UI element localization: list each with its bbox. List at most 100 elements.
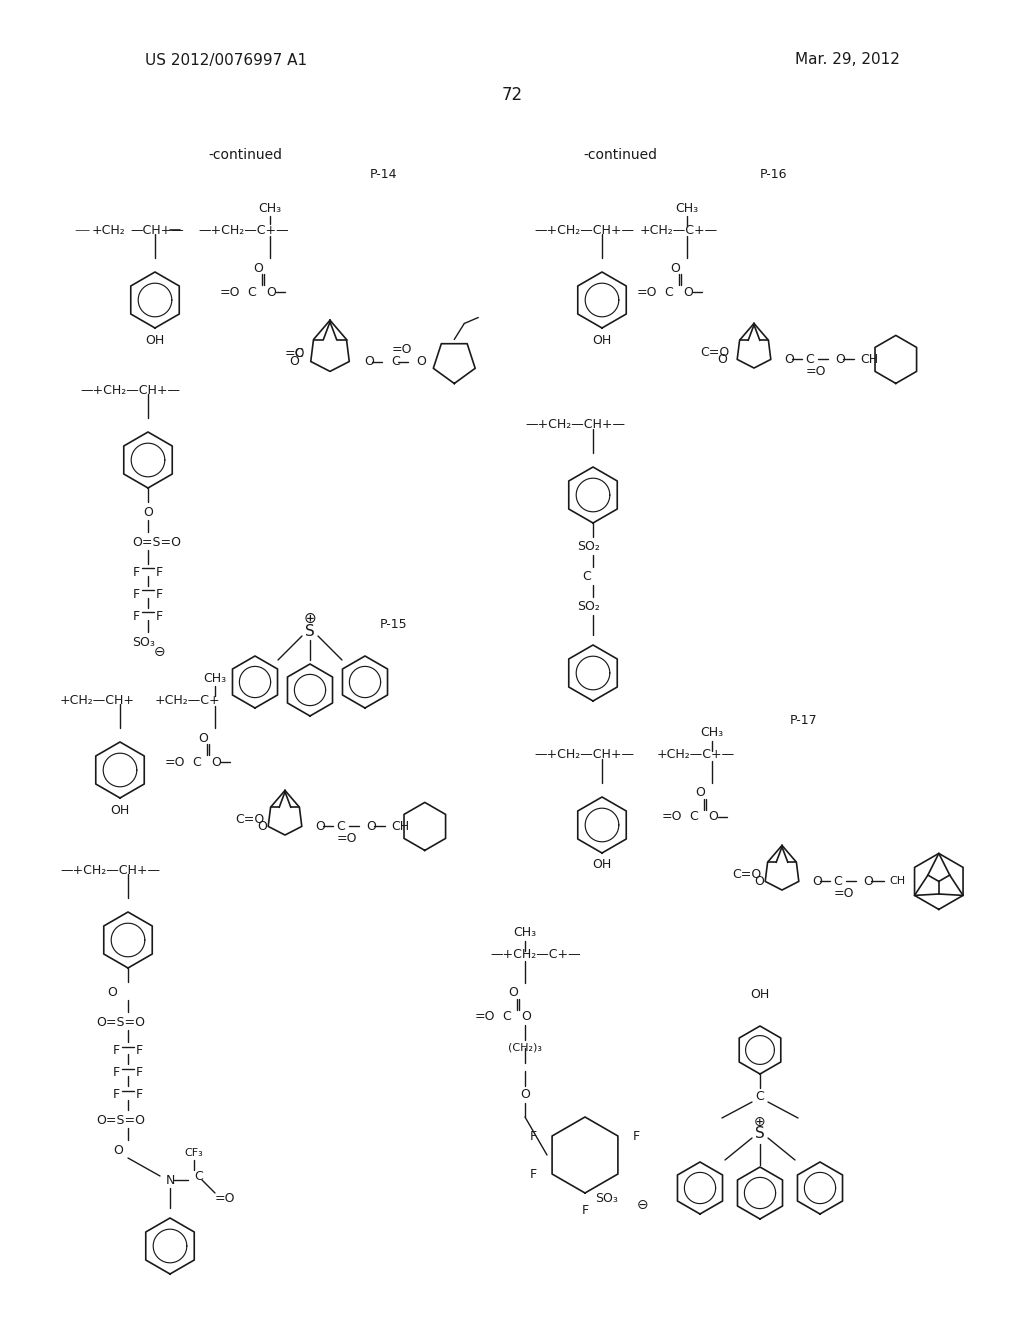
Text: =O: =O xyxy=(215,1192,236,1204)
Text: C: C xyxy=(194,1170,203,1183)
Text: F: F xyxy=(133,565,140,578)
Text: CH₃: CH₃ xyxy=(513,927,537,940)
Text: O: O xyxy=(366,820,376,833)
Text: -continued: -continued xyxy=(583,148,657,162)
Text: ⊖: ⊖ xyxy=(154,645,166,659)
Text: O=S=O: O=S=O xyxy=(96,1114,145,1126)
Text: C: C xyxy=(391,355,400,368)
Text: =O: =O xyxy=(806,364,826,378)
Text: F: F xyxy=(133,610,140,623)
Text: SO₃: SO₃ xyxy=(595,1192,617,1205)
Text: CH: CH xyxy=(860,352,878,366)
Text: —+CH₂—CH+—: —+CH₂—CH+— xyxy=(534,223,634,236)
Text: ⊕: ⊕ xyxy=(304,610,316,626)
Text: F: F xyxy=(529,1130,537,1143)
Text: +CH₂—C+—: +CH₂—C+— xyxy=(640,223,718,236)
Text: F: F xyxy=(136,1065,143,1078)
Text: C: C xyxy=(337,820,345,833)
Text: C: C xyxy=(806,352,814,366)
Text: CH₃: CH₃ xyxy=(676,202,698,214)
Text: O=S=O: O=S=O xyxy=(132,536,181,549)
Text: CH₃: CH₃ xyxy=(700,726,724,739)
Text: F: F xyxy=(136,1088,143,1101)
Text: (CH₂)₃: (CH₂)₃ xyxy=(508,1041,542,1052)
Text: CF₃: CF₃ xyxy=(184,1148,204,1158)
Text: O: O xyxy=(416,355,426,368)
Text: O: O xyxy=(695,787,705,800)
Text: C: C xyxy=(756,1089,764,1102)
Text: SO₃: SO₃ xyxy=(132,635,155,648)
Text: =O: =O xyxy=(219,285,240,298)
Text: O: O xyxy=(108,986,117,998)
Text: =O: =O xyxy=(165,755,185,768)
Text: =O: =O xyxy=(834,887,854,900)
Text: SO₂: SO₂ xyxy=(577,601,600,614)
Text: OH: OH xyxy=(592,858,611,871)
Text: S: S xyxy=(305,624,314,639)
Text: —+CH₂—C+—: —+CH₂—C+— xyxy=(198,223,289,236)
Text: O: O xyxy=(113,1143,123,1156)
Text: C: C xyxy=(834,875,842,888)
Text: —+CH₂—CH+—: —+CH₂—CH+— xyxy=(525,418,625,432)
Text: O: O xyxy=(257,820,267,833)
Text: F: F xyxy=(113,1044,120,1056)
Text: O: O xyxy=(143,506,153,519)
Text: —: — xyxy=(75,223,90,238)
Text: C: C xyxy=(665,285,674,298)
Text: 72: 72 xyxy=(502,86,522,104)
Text: O: O xyxy=(253,261,263,275)
Text: —+CH₂—C+—: —+CH₂—C+— xyxy=(490,949,581,961)
Text: O: O xyxy=(670,261,680,275)
Text: O: O xyxy=(783,352,794,366)
Text: N: N xyxy=(166,1173,175,1187)
Text: O: O xyxy=(812,875,821,888)
Text: O: O xyxy=(520,1089,530,1101)
Text: SO₂: SO₂ xyxy=(577,540,600,553)
Text: O: O xyxy=(211,755,221,768)
Text: +CH₂—C+: +CH₂—C+ xyxy=(155,693,220,706)
Text: O: O xyxy=(198,731,208,744)
Text: =O: =O xyxy=(285,347,305,360)
Text: C: C xyxy=(689,810,698,824)
Text: =O: =O xyxy=(662,810,682,824)
Text: O: O xyxy=(314,820,325,833)
Text: O: O xyxy=(835,352,845,366)
Text: C: C xyxy=(503,1011,511,1023)
Text: OH: OH xyxy=(145,334,165,346)
Text: C: C xyxy=(248,285,256,298)
Text: C=O: C=O xyxy=(700,346,730,359)
Text: OH: OH xyxy=(592,334,611,346)
Text: F: F xyxy=(133,587,140,601)
Text: —CH+—: —CH+— xyxy=(130,223,183,236)
Text: F: F xyxy=(113,1065,120,1078)
Text: =O: =O xyxy=(391,343,412,356)
Text: O: O xyxy=(708,810,718,824)
Text: F: F xyxy=(156,610,163,623)
Text: OH: OH xyxy=(110,804,129,817)
Text: +CH₂—CH+: +CH₂—CH+ xyxy=(60,693,135,706)
Text: F: F xyxy=(136,1044,143,1056)
Text: CH: CH xyxy=(391,820,409,833)
Text: OH: OH xyxy=(751,989,770,1002)
Text: C: C xyxy=(294,347,303,360)
Text: S: S xyxy=(755,1126,765,1142)
Text: C=O: C=O xyxy=(732,867,762,880)
Text: O: O xyxy=(521,1011,530,1023)
Text: CH: CH xyxy=(890,876,906,887)
Text: C: C xyxy=(583,570,592,583)
Text: —+CH₂—CH+—: —+CH₂—CH+— xyxy=(80,384,180,396)
Text: ⊖: ⊖ xyxy=(637,1199,648,1212)
Text: F: F xyxy=(582,1204,589,1217)
Text: =O: =O xyxy=(337,832,357,845)
Text: O: O xyxy=(754,875,764,888)
Text: CH₃: CH₃ xyxy=(258,202,282,214)
Text: F: F xyxy=(633,1130,640,1143)
Text: P-17: P-17 xyxy=(790,714,817,726)
Text: C: C xyxy=(193,755,202,768)
Text: +CH₂: +CH₂ xyxy=(92,223,126,236)
Text: O: O xyxy=(683,285,693,298)
Text: =O: =O xyxy=(474,1011,495,1023)
Text: P-16: P-16 xyxy=(760,169,787,181)
Text: =O: =O xyxy=(637,285,657,298)
Text: O: O xyxy=(508,986,518,999)
